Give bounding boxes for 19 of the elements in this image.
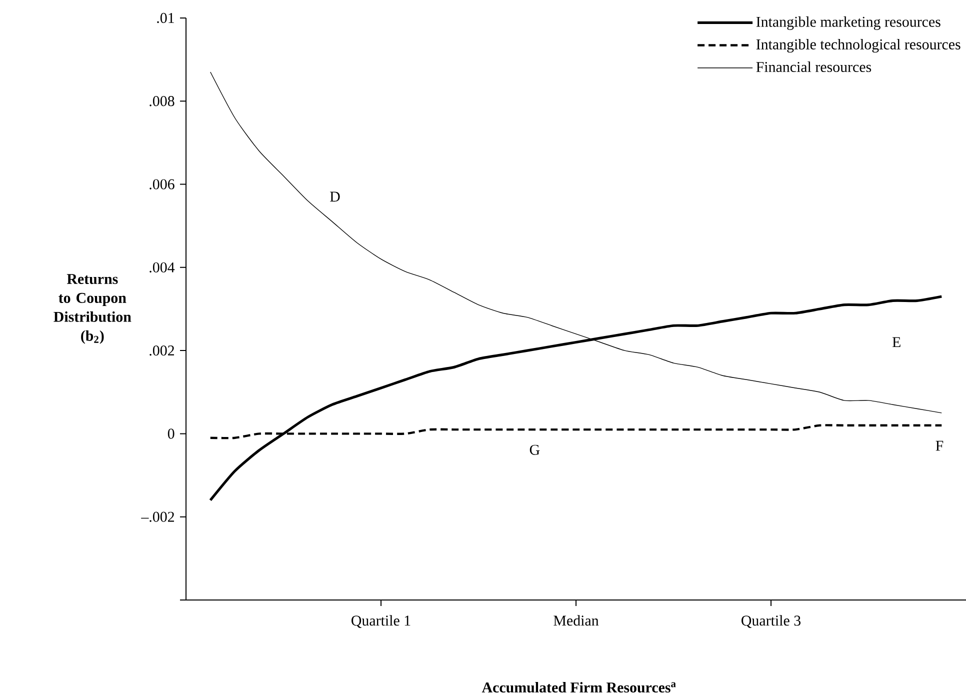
y-tick-label: .008 bbox=[150, 96, 174, 106]
y-tick-label: –.002 bbox=[141, 512, 174, 522]
annotation: G bbox=[530, 444, 540, 455]
y-tick-label: .006 bbox=[150, 179, 174, 190]
x-tick-label: Median bbox=[554, 615, 599, 626]
annotation: F bbox=[936, 440, 944, 451]
y-tick-label: 0 bbox=[168, 428, 174, 439]
y-tick-label: .01 bbox=[157, 12, 174, 24]
y-tick-label: .002 bbox=[150, 345, 174, 356]
legend-label: Intangible technological resources bbox=[756, 38, 960, 53]
x-tick-label: Quartile 1 bbox=[352, 615, 410, 628]
x-tick-label: Quartile 3 bbox=[742, 615, 801, 628]
x-axis-title: Accumulated Firm Resources$^{a}$ bbox=[482, 682, 676, 693]
legend-label: Financial resources bbox=[756, 62, 872, 72]
y-tick-label: .004 bbox=[150, 262, 175, 272]
legend-label: Intangible marketing resources bbox=[756, 16, 940, 30]
annotation: E bbox=[892, 337, 900, 348]
y-axis-title: Returns to Coupon Distribution (b$_{2}$) bbox=[54, 274, 132, 344]
annotation: D bbox=[330, 192, 340, 202]
